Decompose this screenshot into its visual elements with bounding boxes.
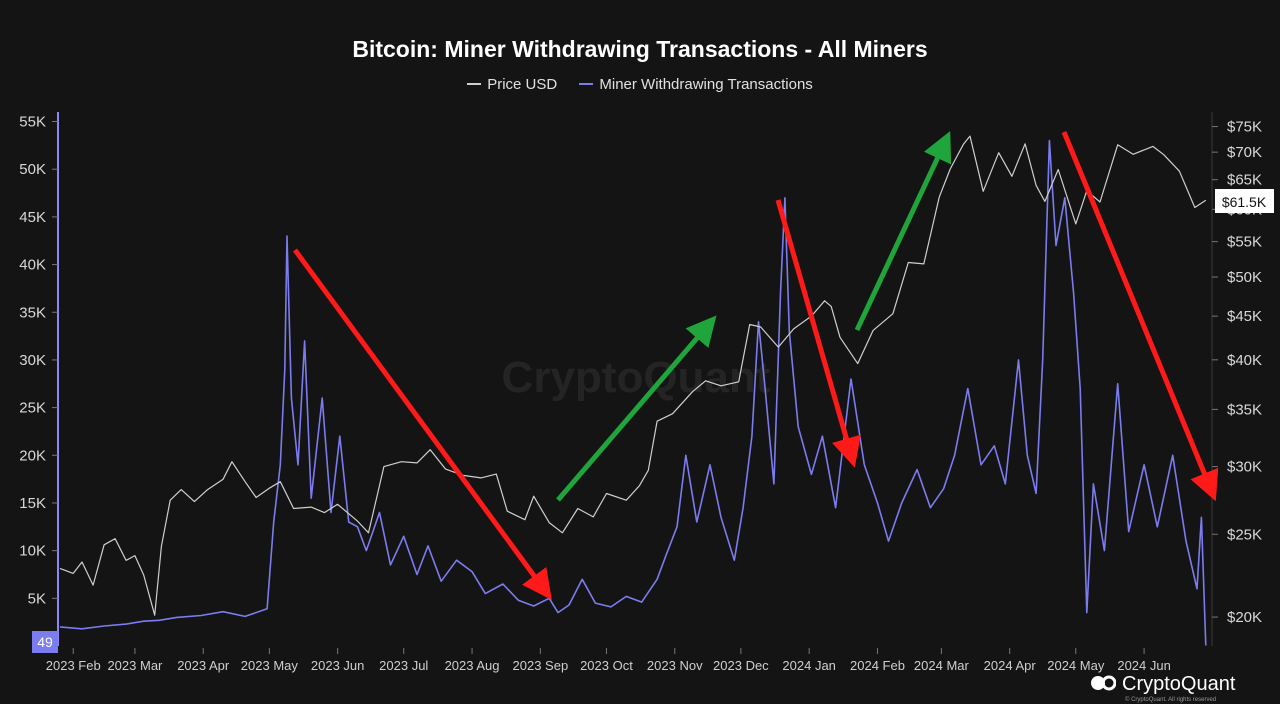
x-tick-label: 2023 Aug	[445, 658, 500, 673]
trend-arrow-down-2	[775, 199, 861, 468]
legend-label-price: Price USD	[487, 76, 558, 93]
y-left-tick-label: 25K	[19, 400, 46, 417]
trend-arrow-up-2	[854, 130, 952, 332]
y-left-tick-label: 35K	[19, 304, 46, 321]
brand-logo: CryptoQuant	[1090, 673, 1235, 696]
series-line-price	[59, 135, 1207, 616]
y-right-tick-label: $75K	[1227, 119, 1262, 136]
last-value-label-transactions: 49	[37, 634, 53, 650]
y-left-tick-label: 5K	[28, 590, 46, 607]
trend-arrows	[292, 130, 1219, 601]
y-left-tick-label: 55K	[19, 114, 46, 131]
y-right-tick-label: $35K	[1227, 401, 1262, 418]
legend-swatch-transactions	[579, 83, 594, 86]
watermark-text: CryptoQuant	[502, 353, 771, 402]
y-right-tick-label: $55K	[1227, 234, 1262, 251]
x-tick-label: 2023 Apr	[177, 658, 230, 673]
legend-item-price[interactable]: Price USD	[467, 76, 557, 93]
x-tick-label: 2024 Feb	[850, 658, 905, 673]
trend-arrow-down-3	[1061, 131, 1219, 502]
x-tick-label: 2024 Mar	[914, 658, 970, 673]
last-value-box-transactions	[32, 631, 58, 653]
legend-label-transactions: Miner Withdrawing Transactions	[599, 76, 813, 93]
x-tick-label: 2024 Jun	[1117, 658, 1171, 673]
y-right-tick-label: $45K	[1227, 308, 1262, 325]
x-tick-label: 2023 Oct	[580, 658, 633, 673]
y-right-tick-label: $70K	[1227, 144, 1262, 161]
x-tick-label: 2024 May	[1047, 658, 1105, 673]
x-tick-label: 2023 May	[241, 658, 299, 673]
y-left-tick-label: 50K	[19, 161, 46, 178]
legend-swatch-price	[467, 83, 482, 86]
legend-item-transactions[interactable]: Miner Withdrawing Transactions	[579, 76, 813, 93]
brand-name: CryptoQuant	[1122, 673, 1236, 695]
y-right-tick-label: $30K	[1227, 459, 1262, 476]
x-tick-label: 2023 Feb	[46, 658, 101, 673]
y-right-tick-label: $65K	[1227, 172, 1262, 189]
cryptoquant-logo-icon	[1091, 675, 1116, 691]
y-left-tick-label: 20K	[19, 447, 46, 464]
x-tick-label: 2023 Jun	[311, 658, 365, 673]
y-right-tick-label: $50K	[1227, 269, 1262, 286]
y-left-tick-label: 45K	[19, 209, 46, 226]
last-value-label-price: $61.5K	[1222, 194, 1267, 210]
y-left-tick-label: 40K	[19, 257, 46, 274]
x-tick-label: 2024 Apr	[984, 658, 1037, 673]
legend: Price USD Miner Withdrawing Transactions	[0, 76, 1280, 93]
trend-arrow-up-1	[556, 315, 717, 502]
x-tick-label: 2023 Jul	[379, 658, 428, 673]
series-line-transactions	[59, 139, 1207, 646]
copyright-text: © CryptoQuant. All rights reserved	[1125, 697, 1217, 703]
x-tick-label: 2023 Mar	[107, 658, 163, 673]
chart-title: Bitcoin: Miner Withdrawing Transactions …	[352, 36, 928, 62]
x-tick-label: 2023 Dec	[713, 658, 769, 673]
y-right-tick-label: $40K	[1227, 352, 1262, 369]
y-left-tick-label: 30K	[19, 352, 46, 369]
trend-arrow-down-1	[292, 248, 552, 601]
x-tick-label: 2023 Nov	[647, 658, 703, 673]
x-tick-label: 2023 Sep	[513, 658, 569, 673]
y-left-tick-label: 15K	[19, 495, 46, 512]
last-value-box-price	[1215, 189, 1274, 213]
x-tick-label: 2024 Jan	[782, 658, 836, 673]
y-left-tick-label: 10K	[19, 543, 46, 560]
y-right-tick-label: $25K	[1227, 526, 1262, 543]
y-right-tick-label: $20K	[1227, 609, 1262, 626]
